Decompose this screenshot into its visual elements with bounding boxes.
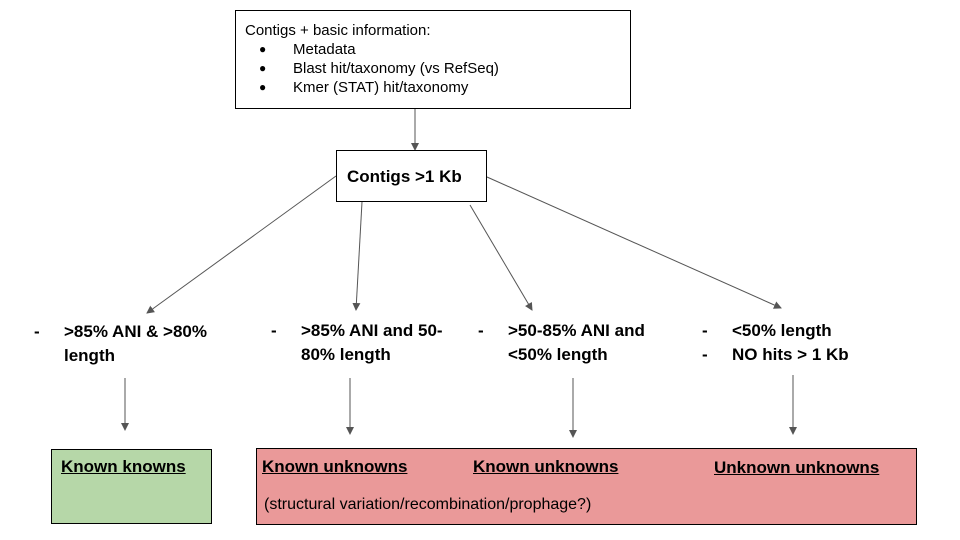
known-knowns-box — [51, 449, 212, 524]
arrow-filter-to-criterion-1 — [146, 175, 337, 314]
bullet-dash: - — [702, 345, 708, 364]
bullet-dash: - — [271, 321, 277, 340]
input-info-title: Contigs + basic information: — [245, 22, 431, 39]
contig-filter-box: Contigs >1 Kb — [336, 150, 487, 202]
arrow-filter-to-criterion-3 — [469, 204, 533, 311]
known-unknowns-label: Known unknowns — [473, 457, 619, 476]
known-unknowns-label: Known unknowns — [262, 457, 408, 476]
criterion-text: >50-85% ANI and <50% length — [508, 321, 645, 364]
contig-filter-label: Contigs >1 Kb — [347, 167, 462, 186]
input-info-list: Metadata Blast hit/taxonomy (vs RefSeq) … — [245, 40, 630, 97]
criterion-text: NO hits > 1 Kb — [732, 345, 849, 364]
criterion-text: <50% length — [732, 321, 832, 340]
list-item: Blast hit/taxonomy (vs RefSeq) — [245, 59, 630, 78]
unknowns-note: (structural variation/recombination/prop… — [264, 496, 592, 513]
criterion-known-knowns: - >85% ANI & >80% length — [34, 320, 234, 368]
bullet-dash: - — [34, 322, 40, 341]
unknowns-box — [256, 448, 917, 525]
known-knowns-label: Known knowns — [61, 457, 186, 476]
arrow-filter-to-criterion-2 — [352, 201, 363, 311]
criterion-known-unknowns-partial: - >85% ANI and 50-80% length — [271, 319, 471, 367]
bullet-dash: - — [702, 321, 708, 340]
criterion-text: >85% ANI & >80% length — [64, 322, 207, 365]
criterion-known-unknowns-low: - >50-85% ANI and <50% length — [478, 319, 688, 367]
bullet-dash: - — [478, 321, 484, 340]
arrow-filter-to-criterion-4 — [486, 176, 782, 309]
input-info-box: Contigs + basic information: Metadata Bl… — [235, 10, 631, 109]
unknown-unknowns-label: Unknown unknowns — [714, 458, 880, 477]
list-item: Metadata — [245, 40, 630, 59]
criterion-text: >85% ANI and 50-80% length — [301, 321, 443, 364]
list-item: Kmer (STAT) hit/taxonomy — [245, 78, 630, 97]
criterion-unknown-unknowns: - <50% length - NO hits > 1 Kb — [702, 319, 902, 367]
